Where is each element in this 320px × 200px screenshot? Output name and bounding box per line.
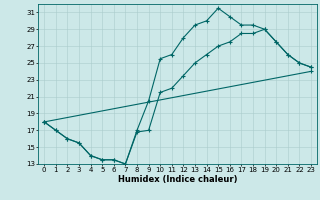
X-axis label: Humidex (Indice chaleur): Humidex (Indice chaleur) <box>118 175 237 184</box>
